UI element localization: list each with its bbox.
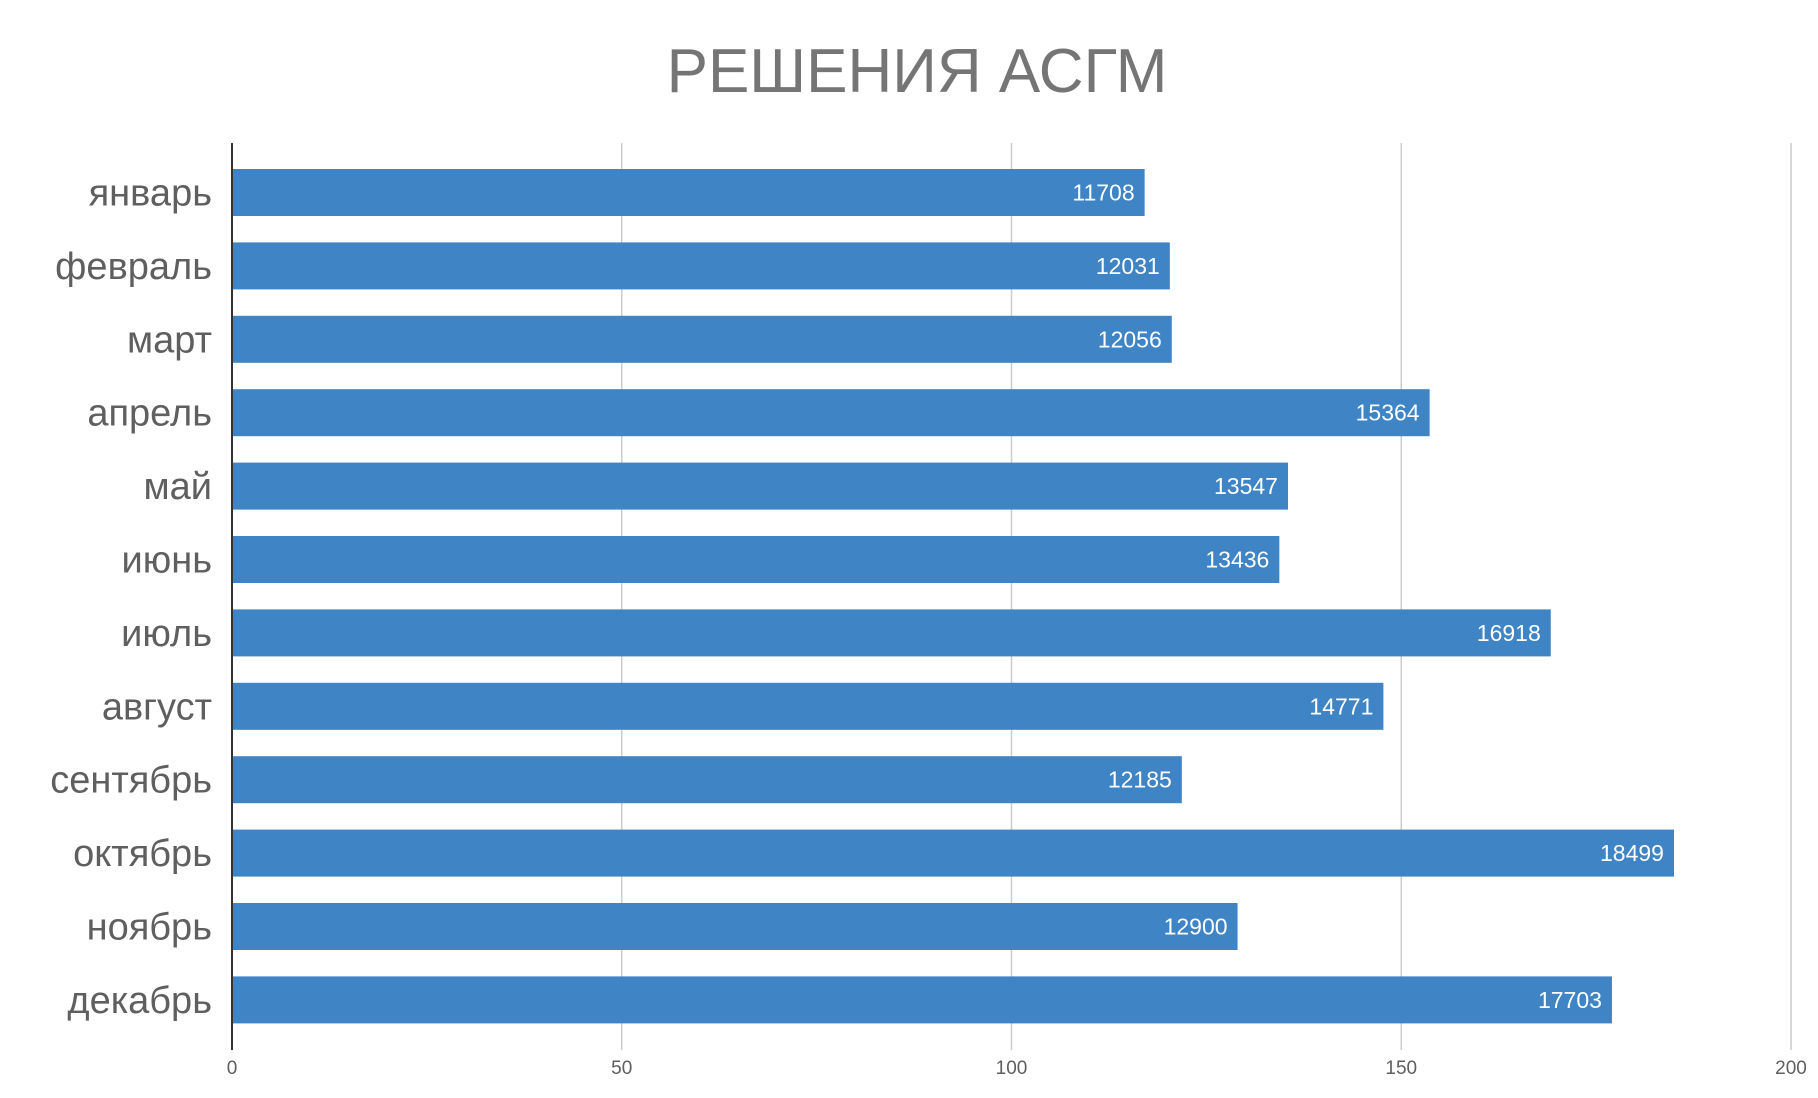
data-label: 12056 xyxy=(1098,326,1162,352)
category-label: август xyxy=(102,686,212,728)
chart-title: РЕШЕНИЯ АСГМ xyxy=(667,37,1168,106)
category-label: июнь xyxy=(121,540,212,582)
bars xyxy=(232,169,1674,1024)
category-label: октябрь xyxy=(73,833,212,875)
category-label: февраль xyxy=(55,246,212,288)
category-label: июль xyxy=(121,613,212,655)
bar xyxy=(232,756,1182,804)
data-label: 12900 xyxy=(1164,914,1228,940)
data-label: 13436 xyxy=(1205,547,1269,573)
labels: 0 50 100 150 200 январь 11708 февраль 12031 март 1… xyxy=(50,173,1807,1080)
bar xyxy=(232,462,1288,510)
data-label: 11708 xyxy=(1072,180,1134,206)
bar xyxy=(232,609,1551,657)
data-label: 12185 xyxy=(1108,767,1172,793)
category-label: май xyxy=(144,466,213,508)
bar xyxy=(232,976,1612,1024)
x-tick-label: 100 xyxy=(996,1058,1028,1079)
x-tick-label: 150 xyxy=(1385,1058,1417,1079)
bar xyxy=(232,242,1170,290)
bar xyxy=(232,315,1172,363)
category-label: сентябрь xyxy=(50,760,212,802)
data-label: 18499 xyxy=(1600,840,1664,866)
bar xyxy=(232,169,1145,216)
data-label: 14771 xyxy=(1309,693,1373,719)
bar xyxy=(232,389,1430,437)
gridlines xyxy=(621,143,1792,1050)
category-label: январь xyxy=(89,173,212,215)
bar xyxy=(232,829,1674,877)
bar xyxy=(232,682,1384,730)
data-label: 16918 xyxy=(1477,620,1541,646)
category-label: ноябрь xyxy=(87,907,212,949)
data-label: 17703 xyxy=(1538,987,1602,1013)
category-label: март xyxy=(127,319,212,361)
data-label: 15364 xyxy=(1356,400,1420,426)
bar xyxy=(232,903,1238,950)
data-label: 12031 xyxy=(1096,253,1160,279)
x-tick-label: 50 xyxy=(611,1058,632,1079)
category-label: апрель xyxy=(87,393,212,435)
x-tick-label: 0 xyxy=(227,1058,238,1079)
x-tick-label: 200 xyxy=(1775,1058,1807,1079)
category-label: декабрь xyxy=(67,980,212,1022)
data-label: 13547 xyxy=(1214,473,1278,499)
bar xyxy=(232,536,1280,583)
